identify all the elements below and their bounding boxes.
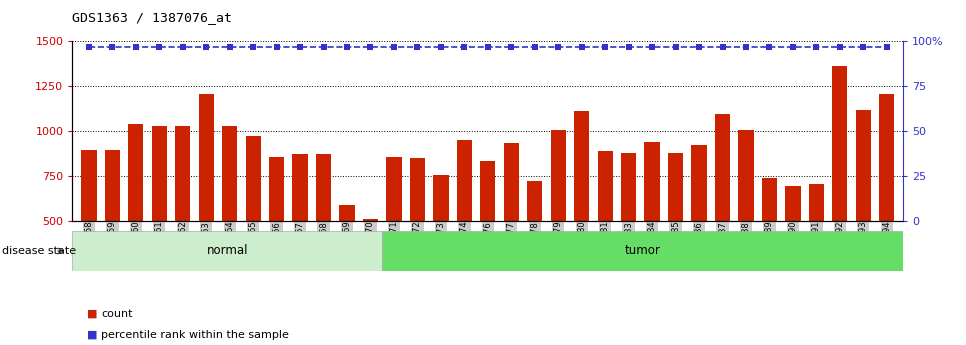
Bar	[785, 186, 801, 310]
Bar	[339, 205, 355, 310]
Bar	[551, 130, 566, 310]
Bar	[386, 157, 402, 310]
Bar	[81, 150, 97, 310]
Bar	[104, 150, 120, 310]
Bar	[222, 126, 238, 310]
Bar	[199, 94, 213, 310]
Text: GDS1363 / 1387076_at: GDS1363 / 1387076_at	[72, 11, 233, 24]
Text: normal: normal	[207, 245, 248, 257]
Bar	[383, 231, 903, 271]
Text: disease state: disease state	[2, 246, 76, 256]
Bar	[809, 184, 824, 310]
Bar	[833, 66, 847, 310]
Bar	[715, 114, 730, 310]
Bar	[692, 146, 707, 310]
Bar	[668, 152, 683, 310]
Bar	[363, 219, 378, 310]
Bar	[128, 124, 143, 310]
Text: ■: ■	[87, 309, 98, 319]
Bar	[245, 136, 261, 310]
Bar	[598, 151, 612, 310]
Text: tumor: tumor	[625, 245, 661, 257]
Bar	[879, 94, 895, 310]
Bar	[644, 142, 660, 310]
Bar	[480, 161, 496, 310]
Bar	[457, 140, 472, 310]
Bar	[738, 130, 753, 310]
Text: ■: ■	[87, 330, 98, 339]
Bar	[72, 231, 383, 271]
Bar	[152, 126, 167, 310]
Bar	[527, 181, 542, 310]
Bar	[856, 110, 871, 310]
Bar	[293, 154, 308, 310]
Bar	[434, 175, 448, 310]
Bar	[269, 157, 284, 310]
Bar	[621, 152, 637, 310]
Bar	[316, 155, 331, 310]
Text: percentile rank within the sample: percentile rank within the sample	[101, 330, 289, 339]
Bar	[762, 178, 777, 310]
Bar	[410, 158, 425, 310]
Text: count: count	[101, 309, 133, 319]
Bar	[175, 126, 190, 310]
Bar	[574, 111, 589, 310]
Bar	[503, 143, 519, 310]
